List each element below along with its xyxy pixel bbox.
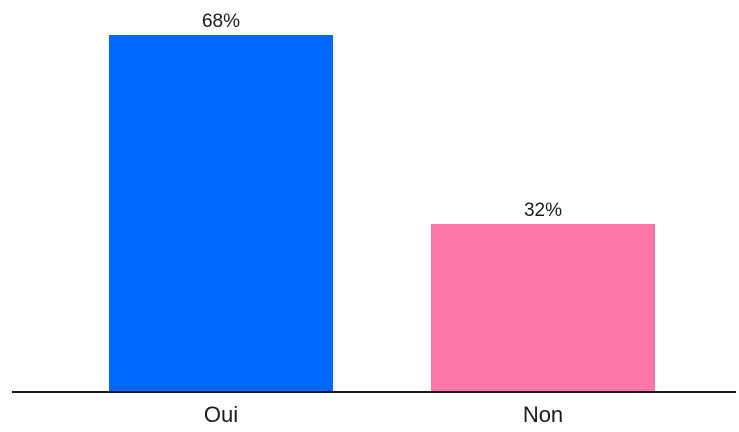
bars-layer (109, 35, 655, 392)
x-tick-label-oui: Oui (204, 402, 238, 427)
data-label-non: 32% (524, 200, 562, 221)
bar-non (431, 224, 655, 392)
x-tick-label-non: Non (523, 402, 563, 427)
x-tick-labels: Oui Non (204, 402, 563, 427)
bar-oui (109, 35, 333, 392)
labels-layer: 68% 32% (202, 11, 562, 221)
data-label-oui: 68% (202, 11, 240, 32)
